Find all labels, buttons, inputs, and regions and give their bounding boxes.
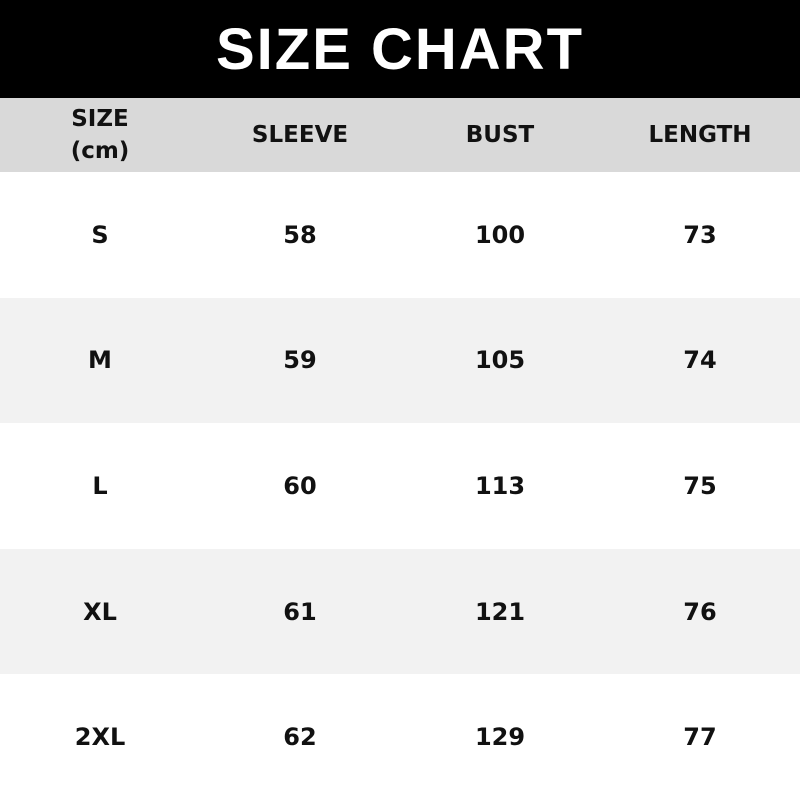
page-title: SIZE CHART	[0, 0, 800, 98]
cell-sleeve: 62	[283, 723, 317, 752]
cell-length: 77	[683, 723, 717, 752]
cell-length: 73	[683, 220, 717, 249]
header-size: SIZE (cm)	[0, 103, 200, 167]
cell-size: XL	[83, 597, 117, 626]
cell-bust: 129	[474, 723, 526, 752]
cell-sleeve: 59	[283, 346, 317, 375]
cell-size: 2XL	[74, 723, 126, 752]
cell-bust: 105	[474, 346, 526, 375]
table-row: S 58 100 73	[0, 172, 800, 298]
cell-size: M	[88, 346, 112, 375]
header-length: LENGTH	[648, 122, 752, 148]
cell-size: L	[92, 471, 108, 500]
cell-sleeve: 61	[283, 597, 317, 626]
header-size-label: SIZE	[71, 106, 129, 132]
table-row: M 59 105 74	[0, 297, 800, 424]
table-row: XL 61 121 76	[0, 548, 800, 675]
header-bust: BUST	[465, 122, 535, 148]
cell-length: 76	[683, 597, 717, 626]
cell-length: 74	[683, 346, 717, 375]
cell-bust: 121	[474, 597, 526, 626]
header-unit-label: (cm)	[70, 138, 130, 164]
table-header: SIZE (cm) SLEEVE BUST LENGTH	[0, 98, 800, 172]
cell-sleeve: 60	[283, 471, 317, 500]
table-body: S 58 100 73 M 59 105 74 L 60 113 75 XL 61 121 76 2XL 62 12…	[0, 172, 800, 800]
cell-bust: 113	[474, 471, 526, 500]
cell-size: S	[91, 220, 109, 249]
table-row: L 60 113 75	[0, 423, 800, 549]
header-sleeve: SLEEVE	[251, 122, 349, 148]
cell-bust: 100	[474, 220, 526, 249]
cell-length: 75	[683, 471, 717, 500]
table-row: 2XL 62 129 77	[0, 674, 800, 800]
cell-sleeve: 58	[283, 220, 317, 249]
